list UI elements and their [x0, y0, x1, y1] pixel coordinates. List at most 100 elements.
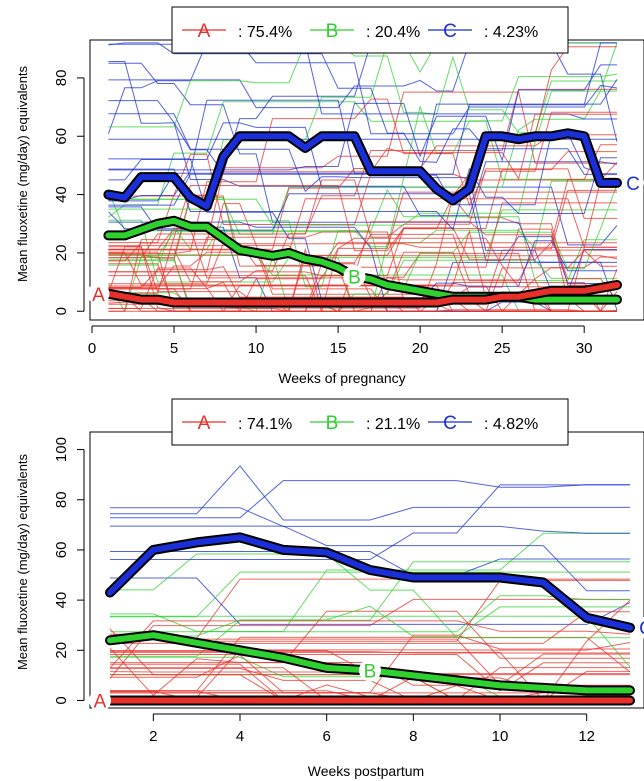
individual-trajectory: [108, 134, 617, 250]
individual-trajectory: [108, 91, 617, 259]
legend-entries: A : 74.1% B : 21.1% C : 4.82%: [182, 413, 538, 434]
series-C-outline: [105, 532, 635, 633]
x-tick-label: 2: [149, 728, 157, 745]
y-tick-label: 0: [53, 696, 70, 704]
individual-trajectory: [110, 595, 630, 633]
individual-trajectory: [108, 42, 617, 206]
x-axis-title: Weeks of pregnancy: [278, 370, 405, 386]
individual-trajectory: [108, 64, 617, 171]
individual-trajectory: [108, 144, 617, 294]
x-tick-label: 12: [578, 728, 595, 745]
individual-trajectory: [108, 42, 617, 175]
y-tick-label: 100: [53, 437, 70, 462]
legend-value-B: : 21.1%: [366, 416, 420, 433]
x-tick-label: 10: [248, 340, 265, 357]
series-B-label: B: [364, 661, 377, 682]
y-tick-label: 80: [53, 70, 70, 87]
mean-trajectories: A B C: [89, 532, 644, 712]
legend-value-C: : 4.82%: [484, 416, 538, 433]
y-tick-label: 0: [53, 307, 70, 315]
x-tick-label: 8: [409, 728, 417, 745]
series-C-label-bg: [622, 171, 644, 194]
series-B-label: B: [348, 267, 361, 288]
series-A-label-bg: [89, 689, 111, 712]
series-A-line: [105, 282, 620, 306]
individual-trajectory: [110, 553, 630, 639]
individual-trajectory: [110, 605, 630, 637]
individual-trajectory: [110, 577, 631, 625]
individual-trajectory: [110, 610, 630, 664]
legend-letter-B: B: [326, 413, 339, 434]
series-B-label-bg: [343, 265, 366, 288]
y-tick-label: 60: [53, 128, 70, 145]
x-tick-label: 30: [576, 340, 593, 357]
axes: 2 4 6 8 10 12 0 20 40 60 80 100: [53, 437, 595, 745]
x-tick-label: 6: [322, 728, 330, 745]
legend-value-C: : 4.23%: [484, 24, 538, 41]
individual-trajectory: [108, 266, 617, 312]
x-tick-label: 25: [494, 340, 511, 357]
series-C-label: C: [626, 174, 640, 195]
individual-trajectory: [108, 254, 617, 312]
individual-trajectory: [110, 507, 630, 534]
individual-trajectory: [108, 42, 618, 142]
series-C-label-bg: [635, 616, 644, 639]
y-tick-label: 80: [53, 491, 70, 508]
series-C-line: [105, 130, 620, 210]
series-A-label: A: [92, 285, 105, 306]
individual-trajectory: [108, 113, 617, 262]
mean-trajectories: A B C: [87, 128, 644, 308]
y-tick-label: 40: [53, 592, 70, 609]
y-tick-label: 20: [53, 245, 70, 262]
x-tick-label: 0: [88, 340, 96, 357]
y-axis-title: Mean fluoxetine (mg/day) equivalents: [15, 453, 30, 670]
legend-value-B: : 20.4%: [366, 24, 420, 41]
individual-trajectory: [110, 654, 630, 692]
individual-trajectory: [110, 651, 630, 654]
x-tick-label: 20: [412, 340, 429, 357]
series-C-label: C: [639, 619, 644, 640]
legend-value-A: : 75.4%: [238, 24, 292, 41]
x-tick-label: 10: [492, 728, 509, 745]
individual-trajectory: [108, 221, 618, 301]
individual-trajectory: [110, 480, 630, 519]
individual-trajectory: [108, 100, 618, 217]
legend-letter-C: C: [443, 413, 457, 434]
legend-box: [171, 398, 569, 446]
individual-trajectory: [109, 620, 631, 669]
individual-trajectory: [108, 242, 617, 285]
legend: A : 74.1% B : 21.1% C : 4.82%: [171, 398, 569, 446]
legend-entries: A : 75.4% B : 20.4% C : 4.23%: [182, 21, 538, 42]
panel-postpartum: A B C 2 4 6 8 10 12 0 20 40 60 80 100 Mean fluoxetine…: [15, 398, 644, 779]
individual-trajectory: [108, 168, 617, 259]
legend-letter-C: C: [443, 21, 457, 42]
individual-trajectory: [108, 231, 617, 301]
legend-value-A: : 74.1%: [238, 416, 292, 433]
individual-trajectory: [110, 551, 630, 576]
x-tick-label: 4: [236, 728, 244, 745]
series-A-label: A: [94, 691, 107, 712]
series-A-label-bg: [87, 282, 110, 305]
x-tick-label: 15: [330, 340, 347, 357]
individual-trajectory: [110, 525, 630, 592]
individual-trajectory: [107, 42, 618, 135]
individual-trajectory: [110, 484, 630, 560]
legend-letter-A: A: [198, 21, 211, 42]
legend: A : 75.4% B : 20.4% C : 4.23%: [171, 6, 569, 54]
individual-trajectory: [108, 153, 618, 244]
x-axis-title: Weeks postpartum: [308, 763, 424, 779]
individual-trajectory: [108, 157, 617, 231]
series-B-label-bg: [359, 659, 381, 682]
axes: 0 5 10 15 20 25 30 0 20 40 60 80: [53, 70, 593, 357]
individual-trajectory: [110, 561, 630, 657]
y-tick-label: 60: [53, 542, 70, 559]
legend-letter-A: A: [198, 413, 211, 434]
legend-letter-B: B: [326, 21, 339, 42]
y-tick-label: 20: [53, 642, 70, 659]
legend-box: [171, 6, 569, 54]
individual-trajectory: [108, 79, 618, 202]
y-axis-title: Mean fluoxetine (mg/day) equivalents: [15, 65, 30, 282]
individual-trajectory: [110, 465, 630, 521]
x-tick-label: 5: [170, 340, 178, 357]
